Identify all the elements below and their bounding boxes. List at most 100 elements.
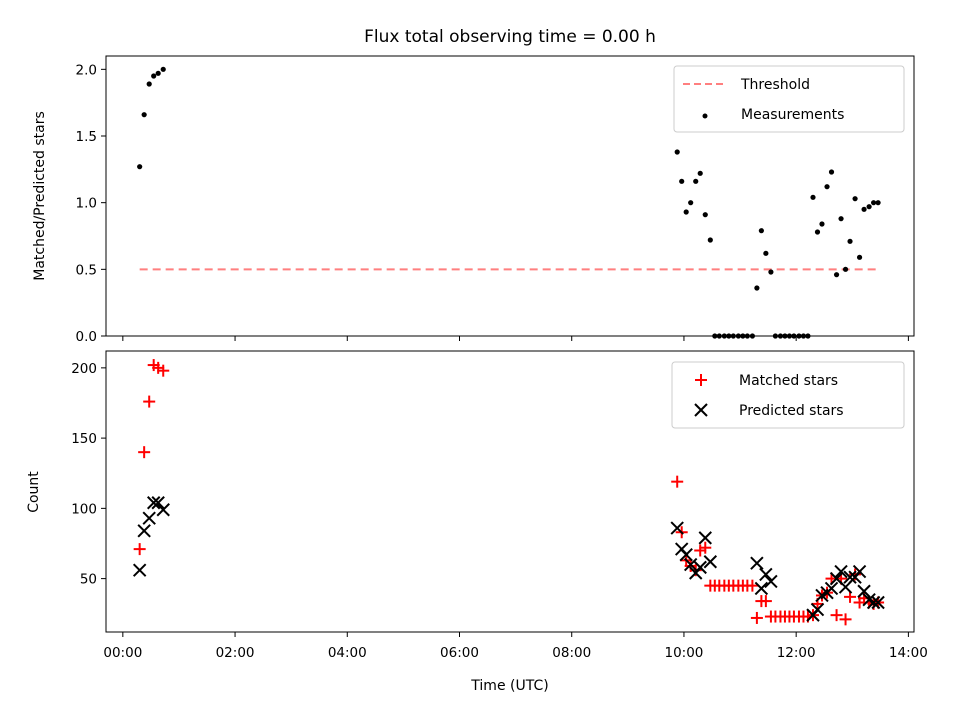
predicted-stars-point	[834, 564, 848, 579]
measurements-point	[146, 81, 152, 87]
measurements-point	[842, 266, 849, 272]
count-y-tick-label: 150	[71, 431, 97, 447]
count-legend-box	[671, 361, 905, 429]
measurements-point	[814, 229, 821, 235]
measurements-point	[141, 112, 147, 118]
matched-stars-point	[152, 361, 165, 374]
predicted-stars-point	[151, 496, 165, 510]
measurements-point	[754, 285, 760, 291]
measurements-point	[702, 212, 708, 218]
ratio-axes-frame	[105, 55, 915, 337]
predicted-stars-point	[679, 548, 693, 562]
threshold-legend-label: Threshold	[740, 77, 810, 93]
predicted-stars-point	[759, 567, 773, 582]
matched-stars-point	[133, 543, 146, 556]
measurements-point	[707, 237, 713, 243]
predicted-stars-point	[754, 581, 769, 596]
count-legend: Matched stars Predicted stars	[671, 361, 905, 429]
matched-stars-point	[830, 609, 843, 622]
count-x-tick-label: 14:00	[889, 645, 928, 661]
predicted-stars-point	[698, 531, 712, 545]
measurements-point	[697, 170, 703, 176]
measurements-legend-swatch	[702, 113, 708, 119]
count-x-tick-label: 06:00	[440, 645, 479, 661]
measurements-point	[758, 228, 764, 234]
measurements-point	[768, 269, 774, 275]
count-panel: 50 100 150 200 00:00 02:00 04:00 06:00 08:00 10:0…	[26, 350, 928, 694]
measurements-point	[155, 70, 161, 76]
predicted-legend-swatch	[694, 403, 708, 417]
ratio-y-axis-label: Matched/Predicted stars	[32, 111, 48, 281]
count-axes: 50 100 150 200 00:00 02:00 04:00 06:00 08:00 10:0…	[71, 361, 928, 661]
predicted-stars-point	[683, 557, 698, 572]
chart-title: Flux total observing time = 0.00 h	[364, 27, 656, 47]
measurements-point	[861, 206, 867, 212]
matched-stars-point	[699, 541, 712, 554]
measurements-point	[160, 66, 166, 72]
predicted-stars-point	[156, 503, 170, 517]
measurements-legend-label: Measurements	[741, 107, 844, 123]
matched-stars-point	[746, 579, 759, 592]
matched-stars-point	[671, 475, 684, 488]
predicted-stars-point	[871, 595, 885, 610]
predicted-stars-point	[852, 564, 867, 579]
ratio-y-tick-label: 0.5	[76, 262, 97, 278]
predicted-stars-point	[142, 511, 156, 525]
count-x-tick-label: 00:00	[103, 645, 142, 661]
count-y-axis-label: Count	[26, 471, 42, 513]
count-x-tick-label: 12:00	[777, 645, 816, 661]
measurements-point	[847, 238, 853, 244]
matched-stars-point	[157, 364, 170, 377]
matched-stars-point	[143, 395, 156, 408]
predicted-stars-point	[843, 570, 857, 584]
measurements-point	[763, 250, 769, 256]
measurements-point	[683, 209, 689, 215]
measurements-point	[875, 200, 881, 206]
ratio-axes: 0.0 0.5 1.0 1.5 2.0	[76, 62, 909, 345]
measurements-point	[824, 184, 830, 190]
matched-stars-point	[694, 544, 707, 557]
predicted-stars-point	[750, 556, 764, 570]
measurements-point	[151, 73, 157, 79]
predicted-stars-point	[703, 555, 718, 569]
measurements-point	[856, 254, 863, 260]
ratio-plot-area	[137, 66, 881, 339]
measurements-point	[674, 149, 680, 155]
count-x-tick-label: 04:00	[328, 645, 367, 661]
measurements-point	[819, 221, 825, 227]
predicted-stars-point	[670, 521, 684, 535]
count-x-tick-label: 10:00	[664, 645, 703, 661]
ratio-y-tick-label: 1.0	[76, 196, 97, 212]
matched-legend-label: Matched stars	[739, 373, 838, 389]
measurements-point	[866, 204, 872, 210]
ratio-legend: Threshold Measurements	[673, 65, 905, 133]
measurements-point	[137, 164, 143, 170]
measurements-point	[828, 169, 835, 175]
measurements-point	[838, 216, 844, 222]
count-plot-area	[132, 359, 885, 626]
predicted-stars-point	[857, 584, 871, 598]
ratio-y-tick-label: 2.0	[76, 62, 97, 78]
predicted-stars-point	[132, 563, 147, 577]
count-axes-frame	[105, 350, 915, 633]
ratio-panel: 0.00.51.01.52.0 Matched/Predicted stars …	[32, 55, 915, 345]
matched-stars-point	[750, 611, 763, 624]
measurements-point	[688, 200, 694, 206]
ratio-legend-box	[673, 65, 905, 133]
measurements-point	[679, 178, 685, 184]
measurements-point	[810, 194, 816, 200]
predicted-stars-point	[137, 524, 151, 538]
matched-legend-swatch	[695, 374, 707, 386]
predicted-stars-point	[764, 574, 778, 589]
matched-stars-point	[138, 446, 151, 459]
predicted-stars-point	[693, 560, 707, 575]
count-y-tick-label: 200	[71, 361, 97, 377]
measurements-point	[833, 272, 840, 278]
measurements-point	[693, 178, 699, 184]
count-x-tick-label: 02:00	[216, 645, 255, 661]
predicted-stars-point	[866, 595, 881, 610]
time-x-axis-label: Time (UTC)	[470, 678, 548, 694]
matched-stars-point	[839, 613, 852, 626]
